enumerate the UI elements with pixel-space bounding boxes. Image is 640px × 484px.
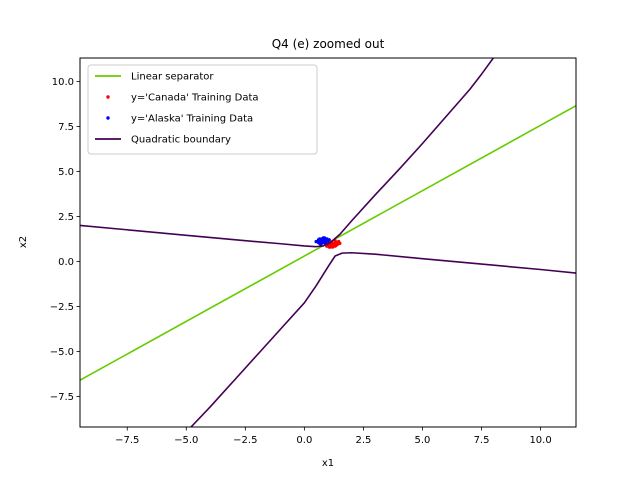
y-axis-label: x2 xyxy=(18,236,29,248)
data-point-y-canada-training-data xyxy=(334,243,338,247)
series-line-quadratic-boundary-2 xyxy=(190,251,576,427)
x-tick-label: 2.5 xyxy=(355,435,371,446)
y-tick-label: 5.0 xyxy=(58,167,74,178)
x-tick-label: 0.0 xyxy=(296,435,312,446)
x-tick-label: −2.5 xyxy=(233,435,257,446)
plot-area xyxy=(80,58,576,427)
data-point-y-canada-training-data xyxy=(336,241,341,246)
legend-label-quadratic-boundary: Quadratic boundary xyxy=(131,135,231,146)
chart-title: Q4 (e) zoomed out xyxy=(272,37,385,51)
data-point-y-alaska-training-data xyxy=(316,240,321,245)
data-point-y-alaska-training-data xyxy=(319,242,323,246)
legend-label-linear-separator: Linear separator xyxy=(131,72,214,83)
y-tick-label: −2.5 xyxy=(50,302,74,313)
legend: Linear separator y='Canada' Training Data… xyxy=(87,64,318,155)
y-tick-label: 2.5 xyxy=(58,212,74,223)
x-tick-label: 7.5 xyxy=(474,435,490,446)
data-point-y-alaska-training-data xyxy=(327,238,331,242)
legend-swatch-y-canada-training-data xyxy=(106,95,110,99)
y-tick-label: 10.0 xyxy=(52,77,74,88)
x-axis-label: x1 xyxy=(322,458,334,469)
y-axis: −7.5 −5.0 −2.5 0.0 2.5 5.0 7.5 10.0 xyxy=(50,77,80,403)
x-tick-label: 10.0 xyxy=(529,435,551,446)
data-point-y-canada-training-data xyxy=(329,243,334,247)
y-tick-label: 0.0 xyxy=(58,257,74,268)
legend-label-y-canada-training-data: y='Canada' Training Data xyxy=(131,93,259,104)
plot-frame xyxy=(79,57,577,428)
y-tick-label: −5.0 xyxy=(50,347,74,358)
y-tick-label: −7.5 xyxy=(50,392,74,403)
series-line-quadratic-boundary-1 xyxy=(80,58,494,248)
legend-label-y-alaska-training-data: y='Alaska' Training Data xyxy=(131,114,253,125)
y-tick-label: 7.5 xyxy=(58,122,74,133)
data-point-y-alaska-training-data xyxy=(320,239,324,244)
data-point-y-canada-training-data xyxy=(327,245,331,249)
x-tick-label: −5.0 xyxy=(174,435,198,446)
data-point-y-alaska-training-data xyxy=(318,237,322,241)
legend-box xyxy=(87,64,318,155)
x-tick-label: −7.5 xyxy=(115,435,139,446)
data-point-y-alaska-training-data xyxy=(322,236,327,240)
x-axis: −7.5 −5.0 −2.5 0.0 2.5 5.0 7.5 10.0 xyxy=(115,427,552,446)
legend-swatch-y-alaska-training-data xyxy=(106,116,110,120)
x-tick-label: 5.0 xyxy=(415,435,431,446)
